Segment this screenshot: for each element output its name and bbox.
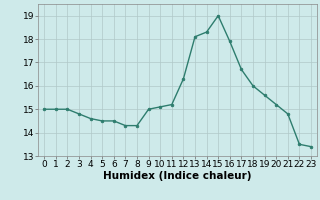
X-axis label: Humidex (Indice chaleur): Humidex (Indice chaleur) (103, 171, 252, 181)
